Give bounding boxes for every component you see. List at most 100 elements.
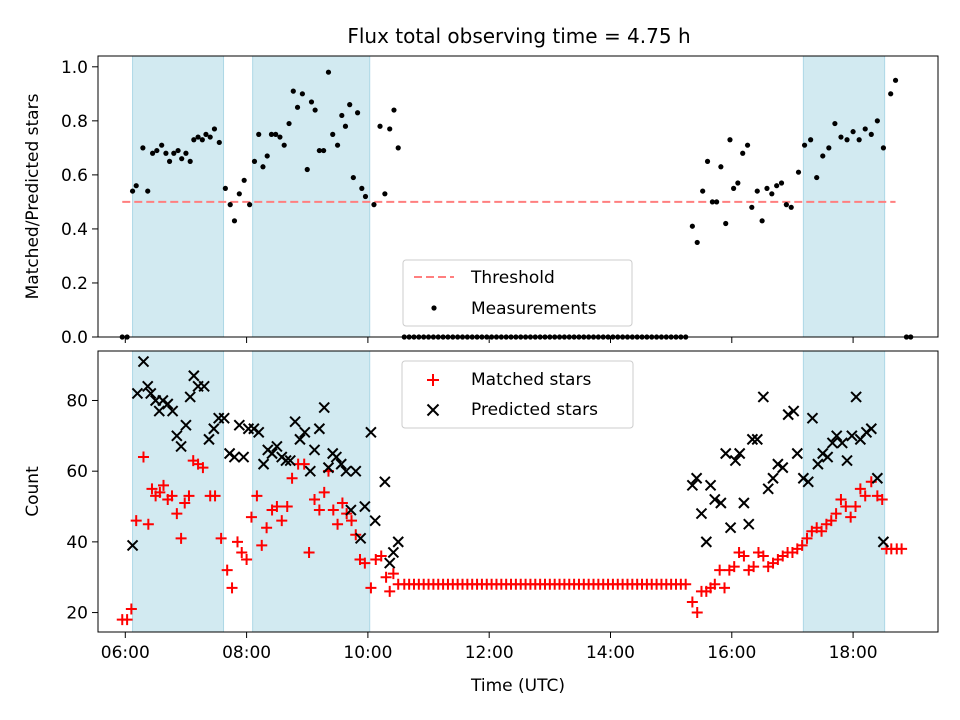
matched-stars-point — [825, 515, 837, 527]
predicted-stars-point — [379, 476, 391, 488]
measurement-point — [888, 91, 894, 97]
matched-stars-point — [859, 490, 871, 502]
matched-stars-point — [251, 490, 263, 502]
measurement-point — [778, 180, 785, 186]
predicted-stars-point — [871, 472, 884, 484]
ratio-legend-box — [402, 259, 633, 327]
predicted-stars-point — [304, 465, 316, 477]
measurement-point — [718, 164, 724, 170]
measurement-point — [159, 142, 165, 148]
matched-stars-point — [271, 501, 283, 513]
predicted-stars-point — [877, 536, 890, 548]
measurement-point — [299, 91, 305, 97]
matched-stars-point — [226, 582, 238, 594]
predicted-stars-point — [720, 447, 732, 460]
measurement-point — [714, 199, 720, 205]
matched-stars-point — [245, 511, 257, 523]
measurement-point — [166, 158, 173, 164]
predicted-stars-point — [821, 451, 834, 463]
matched-stars-point — [183, 490, 195, 502]
predicted-stars-point — [743, 518, 755, 530]
predicted-stars-point — [253, 426, 265, 439]
x-tick-label: 14:00 — [586, 643, 635, 663]
measurement-point — [744, 142, 751, 148]
measurement-point — [199, 137, 205, 143]
matched-stars-point — [318, 486, 330, 498]
predicted-stars-point — [145, 387, 157, 400]
x-tick-label: 10:00 — [343, 643, 392, 663]
measurement-point — [808, 137, 814, 143]
predicted-stars-point — [354, 532, 367, 545]
y-tick-label: 60 — [66, 462, 88, 482]
matched-stars-point — [309, 493, 321, 505]
predicted-stars-point — [729, 454, 742, 467]
matched-stars-point — [845, 511, 857, 523]
measurement-point — [183, 150, 189, 156]
measurement-point — [694, 239, 700, 246]
matched-stars-point — [125, 603, 137, 615]
measurement-point — [362, 193, 369, 200]
predicted-stars-point — [284, 454, 296, 467]
predicted-stars-point — [826, 437, 839, 449]
measurement-point — [856, 137, 862, 143]
measurement-point — [391, 107, 397, 113]
predicted-stars-point — [188, 370, 200, 382]
measurement-point — [838, 134, 844, 140]
predicted-stars-point — [757, 391, 770, 403]
predicted-stars-point — [836, 437, 848, 449]
measurement-point — [247, 202, 253, 208]
predicted-stars-point — [171, 430, 183, 442]
matched-stars-point — [365, 582, 377, 594]
ratio-x-ticks — [124, 337, 854, 343]
predicted-stars-point — [318, 401, 330, 414]
matched-stars-point — [835, 493, 847, 505]
measurement-point — [754, 188, 760, 194]
matched-stars-point — [215, 532, 227, 544]
measurement-point — [892, 77, 899, 83]
y-tick-label: 1.0 — [61, 58, 88, 78]
measurement-point — [874, 118, 880, 124]
chart-title: Flux total observing time = 4.75 h — [347, 24, 690, 48]
ratio-y-axis: 0.0 0.2 0.4 0.6 0.8 1.0 — [61, 58, 98, 348]
predicted-stars-point — [787, 405, 800, 417]
measurement-point — [191, 137, 197, 143]
measurement-point — [880, 145, 887, 151]
legend-threshold-label: Threshold — [470, 268, 555, 288]
measurement-point — [264, 153, 270, 159]
predicted-stars-point — [812, 458, 824, 470]
predicted-stars-point — [700, 536, 713, 548]
measurement-point — [251, 158, 258, 164]
legend-predicted-swatch — [426, 403, 440, 417]
measurement-point — [735, 180, 741, 186]
observing-window — [802, 350, 886, 633]
measurement-point — [241, 177, 247, 183]
matched-stars-point — [303, 546, 315, 558]
predicted-stars-point — [751, 433, 763, 446]
predicted-stars-point — [715, 497, 727, 509]
matched-stars-point — [236, 546, 248, 558]
matched-stars-point — [738, 550, 750, 562]
matched-stars-point — [171, 508, 183, 520]
matched-stars-point — [121, 614, 133, 626]
measurement-point — [342, 123, 349, 129]
measurement-point — [387, 126, 393, 132]
measurement-point — [709, 199, 715, 205]
measurement-point — [727, 137, 733, 143]
y-tick-label: 0.4 — [61, 220, 88, 240]
ratio-axes-frame — [97, 55, 939, 338]
matched-stars-point — [387, 568, 399, 580]
count-legend: Matched stars Predicted stars — [401, 360, 634, 429]
observing-windows — [132, 350, 886, 633]
count-legend-box — [401, 360, 634, 429]
measurement-point — [222, 185, 228, 191]
legend-measurements-swatch — [431, 305, 437, 311]
predicted-stars-point — [782, 408, 794, 421]
predicted-stars-point — [153, 405, 165, 417]
y-tick-label: 0.0 — [61, 328, 88, 348]
x-tick-label: 16:00 — [707, 643, 756, 663]
predicted-stars-point — [738, 497, 750, 509]
matched-stars-point — [876, 493, 888, 505]
predicted-stars-point — [266, 447, 278, 460]
measurement-point — [129, 188, 136, 194]
observing-window — [252, 55, 371, 338]
